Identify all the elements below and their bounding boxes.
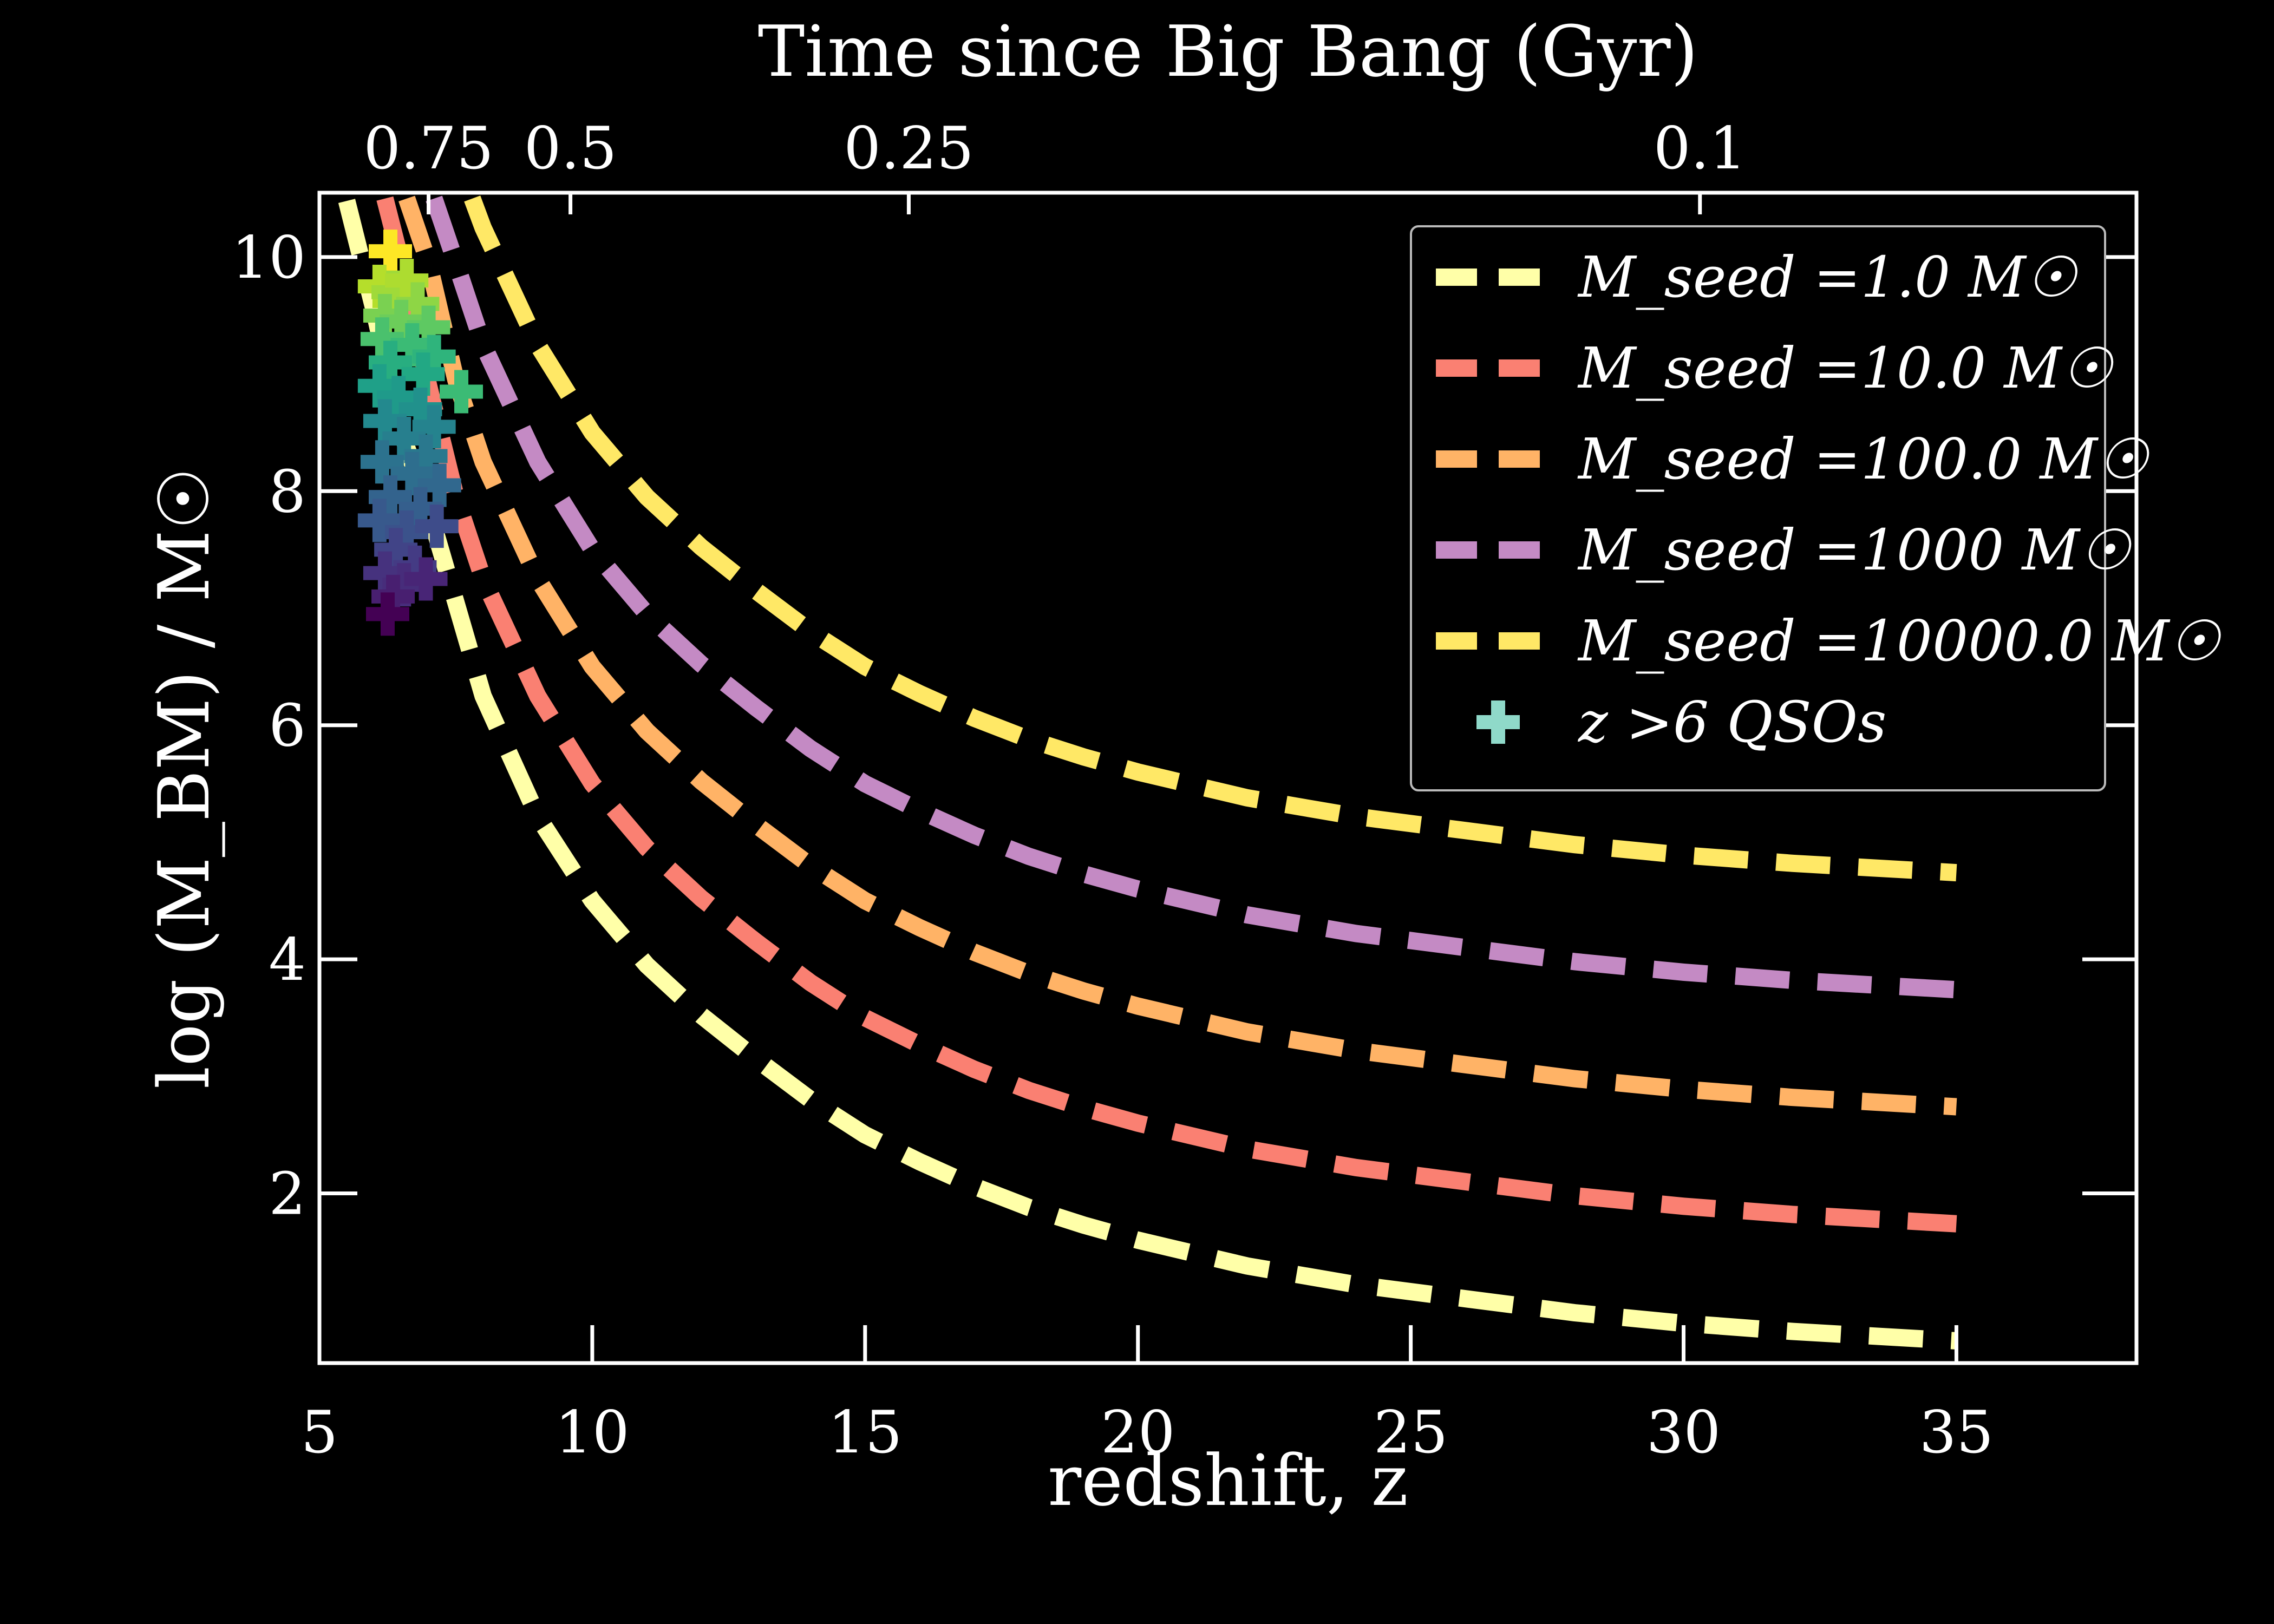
qso-marker [415,505,459,548]
qso-marker [398,387,442,431]
top-axis-ticks: 0.75 0.5 0.25 0.1 [363,115,1747,214]
qso-marker [407,305,450,349]
qso-marker [412,335,456,378]
y-axis-title: log (M_BM) / M☉ [143,467,225,1089]
qso-marker [357,364,401,408]
qso-marker [369,230,413,273]
qso-marker [382,417,426,461]
qso-marker [382,563,426,607]
series-line-3 [398,195,1957,1116]
qso-marker [390,323,434,367]
qso-marker [404,557,448,601]
legend-label: M_seed =10000.0 M☉ [1577,608,2221,674]
qso-marker [365,592,409,636]
y-tick-label: 10 [232,224,306,292]
legend-label: M_seed =100.0 M☉ [1577,426,2150,492]
x-tick-label: 35 [1919,1399,1994,1466]
legend-label: M_seed =1.0 M☉ [1577,244,2079,310]
series-line-1 [338,199,1957,1350]
y-tick-label: 2 [269,1161,306,1228]
series-line-2 [376,196,1957,1233]
qso-marker [398,487,442,531]
x-axis-title: redshift, z [1048,1439,1408,1522]
qso-marker [396,282,440,326]
legend-box [1410,225,2106,791]
qso-marker [369,475,413,519]
qso-marker [363,399,407,443]
qso-marker [385,510,429,554]
plot-frame [317,191,2139,1365]
qso-marker [363,551,407,595]
y-tick-label: 4 [269,926,306,994]
qso-marker [401,352,445,396]
qso-markers [357,230,483,636]
legend-label: M_seed =1000 M☉ [1577,517,2132,583]
qso-marker [393,545,437,589]
top-axis-title: Time since Big Bang (Gyr) [758,10,1698,93]
y-tick-label: 8 [269,458,306,526]
y-tick-label: 6 [269,692,306,760]
seed-curves [338,195,1957,1350]
top-tick-label: 0.1 [1654,115,1747,182]
x-axis-ticks: 5 10 15 20 25 30 35 [301,1325,1994,1466]
top-tick-label: 0.5 [524,115,617,182]
legend-marker [1476,700,1520,744]
qso-marker [380,299,423,343]
qso-marker [371,270,415,314]
qso-marker [440,370,483,414]
top-tick-label: 0.25 [844,115,973,182]
x-tick-label: 25 [1374,1399,1448,1466]
qso-marker [357,499,401,542]
legend-label: M_seed =10.0 M☉ [1577,335,2114,401]
x-tick-label: 15 [828,1399,902,1466]
qso-marker [404,434,448,478]
x-tick-label: 20 [1101,1399,1175,1466]
x-tick-label: 10 [555,1399,629,1466]
qso-marker [360,317,404,361]
qso-marker [374,528,418,572]
x-tick-label: 5 [301,1399,338,1466]
qso-marker [412,405,456,449]
series-line-5 [464,195,1957,882]
qso-marker [369,340,413,384]
x-tick-label: 30 [1646,1399,1721,1466]
qso-marker [390,451,434,495]
qso-marker [385,259,429,303]
qso-marker [377,376,421,420]
series-line-4 [426,195,1957,999]
qso-marker [417,463,461,507]
legend: M_seed =1.0 M☉ M_seed =10.0 M☉ M_seed =100… [1410,225,2221,791]
qso-marker [360,440,404,484]
legend-label: z >6 QSOs [1577,689,1886,755]
top-tick-label: 0.75 [363,115,493,182]
